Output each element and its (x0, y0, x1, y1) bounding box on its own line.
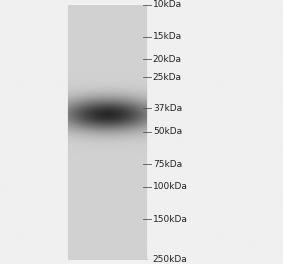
Text: 250kDa: 250kDa (153, 255, 188, 264)
Bar (68, 4, 147, 260)
Text: 150kDa: 150kDa (153, 215, 188, 224)
Text: 75kDa: 75kDa (153, 160, 182, 169)
Text: 10kDa: 10kDa (153, 0, 182, 9)
Text: 25kDa: 25kDa (153, 73, 182, 82)
Text: 37kDa: 37kDa (153, 104, 182, 113)
Text: 15kDa: 15kDa (153, 32, 182, 41)
Text: 20kDa: 20kDa (153, 55, 182, 64)
Text: 50kDa: 50kDa (153, 128, 182, 136)
Text: 100kDa: 100kDa (153, 182, 188, 191)
